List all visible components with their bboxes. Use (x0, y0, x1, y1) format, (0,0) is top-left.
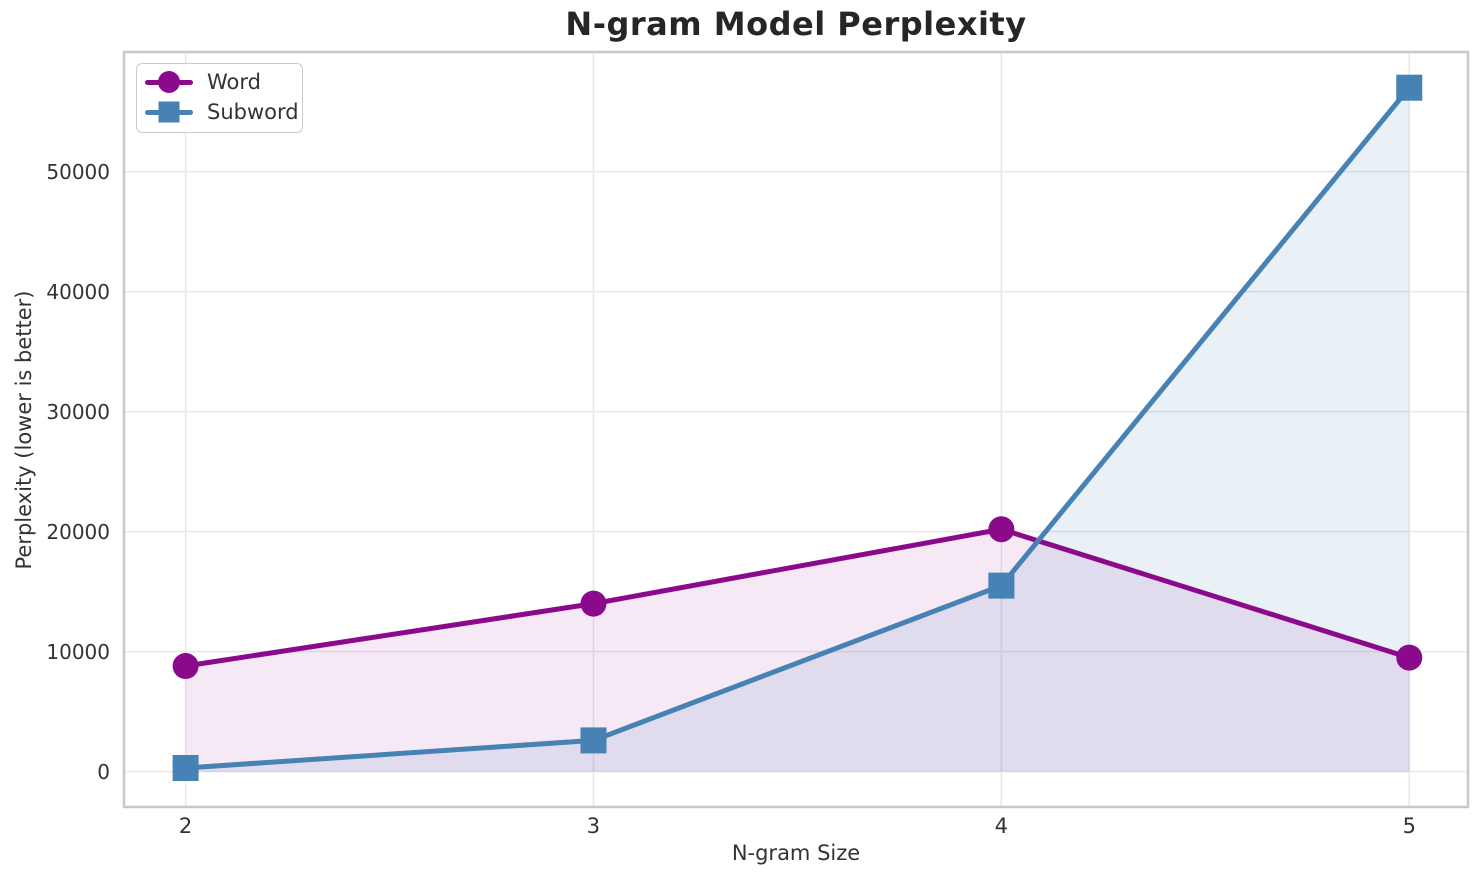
x-tick-label: 3 (586, 814, 601, 838)
word-point-marker (580, 590, 607, 617)
word-point-marker (988, 516, 1015, 543)
x-tick-label: 4 (994, 814, 1009, 838)
legend-swatch (145, 100, 193, 124)
word-area-fill (185, 529, 1410, 772)
subword-point-marker (988, 572, 1015, 599)
y-tick-label: 30000 (46, 399, 110, 424)
legend-label: Subword (207, 100, 299, 124)
subword-point-marker (172, 755, 199, 782)
word-series-line (183, 526, 1412, 669)
y-tick-label: 10000 (46, 639, 110, 664)
chart-title: N-gram Model Perplexity (565, 5, 1027, 43)
x-tick-label: 2 (178, 814, 193, 838)
word-point-marker (1396, 644, 1423, 671)
x-tick-label: 5 (1402, 814, 1416, 838)
plot-border (122, 50, 1470, 809)
legend-swatch (145, 70, 193, 94)
circle-marker-icon (158, 71, 180, 93)
y-tick-label: 20000 (46, 519, 110, 544)
word-point-marker (172, 653, 199, 680)
y-tick-label: 40000 (46, 279, 110, 304)
legend-item-subword: Subword (145, 97, 302, 127)
subword-point-marker (1396, 74, 1423, 101)
y-tick-label: 0 (97, 759, 110, 784)
subword-point-marker (580, 727, 607, 754)
square-marker-icon (158, 101, 180, 123)
subword-area-fill (185, 87, 1410, 772)
subword-series-line (183, 85, 1412, 771)
legend: Word Subword (136, 63, 303, 133)
legend-label: Word (207, 70, 261, 94)
y-tick-label: 50000 (46, 159, 110, 184)
x-axis-label: N-gram Size (731, 841, 861, 865)
legend-item-word: Word (145, 67, 302, 97)
